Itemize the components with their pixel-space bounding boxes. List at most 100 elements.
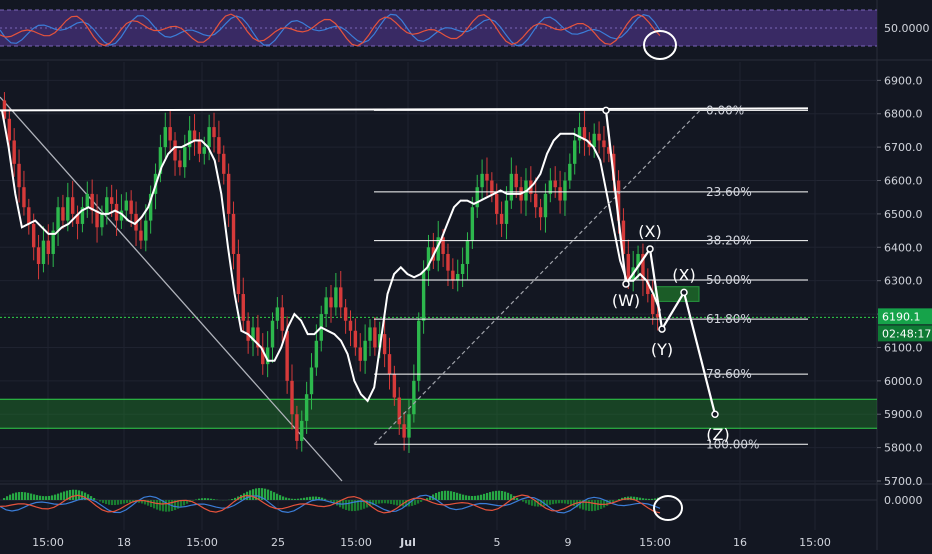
macd-histogram-bar: [300, 498, 302, 500]
macd-histogram-bar: [57, 494, 59, 500]
macd-histogram-bar: [552, 500, 554, 504]
x-tick-label: 9: [565, 536, 572, 549]
macd-histogram-bar: [198, 499, 200, 500]
x-tick-label: 5: [494, 536, 501, 549]
macd-histogram-bar: [36, 495, 38, 500]
wave-label: (Z): [706, 425, 729, 444]
macd-histogram-bar: [381, 500, 383, 503]
macd-histogram-bar: [564, 500, 566, 504]
candle-body: [227, 174, 230, 214]
macd-histogram-bar: [24, 492, 26, 500]
macd-histogram-bar: [93, 498, 95, 500]
macd-histogram-bar: [489, 492, 491, 500]
macd-pane: [0, 488, 877, 520]
macd-histogram-bar: [120, 500, 122, 504]
candle-body: [198, 140, 201, 153]
macd-histogram-bar: [471, 496, 473, 500]
candle-body: [558, 187, 561, 200]
macd-histogram-bar: [276, 494, 278, 500]
candle-body: [61, 207, 64, 220]
price-axis[interactable]: 6900.06800.06700.06600.06500.06400.06300…: [877, 22, 932, 507]
candle-body: [22, 187, 25, 207]
candle-body: [534, 194, 537, 207]
wave-label: (W): [612, 291, 640, 310]
candle-body: [568, 164, 571, 181]
macd-histogram-bar: [312, 497, 314, 500]
macd-histogram-bar: [192, 500, 194, 501]
macd-histogram-bar: [231, 499, 233, 500]
y-tick-label: 6800.0: [884, 108, 923, 121]
candle-body: [597, 134, 600, 141]
macd-histogram-bar: [594, 500, 596, 511]
macd-histogram-bar: [414, 500, 416, 505]
candle-body: [222, 154, 225, 174]
candle-body: [402, 424, 405, 437]
candle-body: [373, 327, 376, 347]
macd-histogram-bar: [102, 500, 104, 503]
macd-histogram-bar: [3, 498, 5, 500]
macd-histogram-bar: [270, 491, 272, 500]
candle-body: [164, 127, 167, 147]
y-tick-label: 6600.0: [884, 175, 923, 188]
y-tick-label: 6700.0: [884, 141, 923, 154]
macd-histogram-bar: [420, 500, 422, 502]
macd-histogram-bar: [591, 500, 593, 511]
candle-body: [17, 164, 20, 187]
macd-histogram-bar: [396, 500, 398, 505]
candle-body: [539, 207, 542, 217]
candle-body: [480, 174, 483, 187]
wave-point: [603, 107, 609, 113]
macd-histogram-bar: [279, 495, 281, 500]
candle-body: [324, 297, 327, 314]
fib-level-label: 78.60%: [706, 367, 752, 381]
macd-histogram-bar: [498, 491, 500, 500]
candle-body: [168, 127, 171, 140]
candle-body: [242, 294, 245, 321]
candle-body: [281, 307, 284, 330]
macd-histogram-bar: [306, 497, 308, 500]
candle-body: [300, 421, 303, 441]
macd-histogram-bar: [51, 495, 53, 500]
candle-body: [329, 297, 332, 307]
candle-body: [12, 140, 15, 163]
candle-body: [8, 119, 11, 141]
x-tick-label: 15:00: [32, 536, 64, 549]
macd-histogram-bar: [525, 500, 527, 503]
candle-body: [627, 254, 630, 281]
rsi-pane: [0, 10, 877, 59]
macd-histogram-bar: [465, 495, 467, 500]
macd-histogram-bar: [639, 498, 641, 500]
candle-body: [383, 334, 386, 354]
wave-point: [681, 289, 687, 295]
macd-histogram-bar: [111, 500, 113, 505]
macd-histogram-bar: [477, 495, 479, 500]
candle-body: [271, 321, 274, 348]
candle-body: [412, 381, 415, 414]
wave-label: (X): [638, 222, 661, 241]
macd-histogram-bar: [504, 492, 506, 500]
price-tag-label: 6190.1: [882, 310, 921, 323]
countdown-label: 02:48:17: [882, 327, 931, 340]
candle-body: [237, 254, 240, 294]
candle-body: [422, 271, 425, 321]
macd-histogram-bar: [390, 500, 392, 504]
macd-histogram-bar: [60, 493, 62, 500]
macd-histogram-bar: [438, 492, 440, 500]
wave-point: [659, 326, 665, 332]
macd-histogram-bar: [210, 499, 212, 500]
y-tick-label: 6300.0: [884, 275, 923, 288]
macd-histogram-bar: [483, 494, 485, 500]
macd-histogram-bar: [54, 495, 56, 500]
macd-histogram-bar: [63, 492, 65, 500]
macd-histogram-bar: [114, 500, 116, 505]
candle-body: [592, 134, 595, 147]
candle-body: [203, 147, 206, 154]
y-tick-label: 6100.0: [884, 341, 923, 354]
fib-level-label: 0.00%: [706, 103, 744, 117]
macd-histogram-bar: [39, 496, 41, 500]
candle-body: [505, 201, 508, 224]
